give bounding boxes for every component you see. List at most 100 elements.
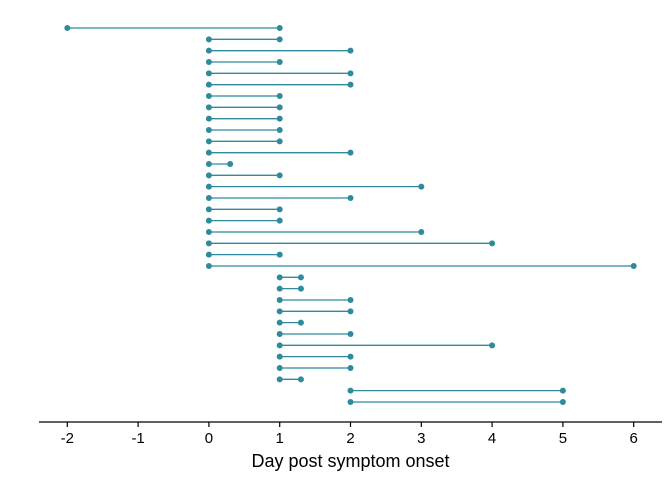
interval-row bbox=[276, 376, 304, 383]
interval-end-point bbox=[347, 353, 354, 360]
interval-start-point bbox=[276, 319, 283, 326]
interval-start-point bbox=[347, 387, 354, 394]
interval-row bbox=[64, 25, 283, 31]
interval-end-point bbox=[276, 206, 283, 213]
interval-start-point bbox=[205, 104, 212, 111]
interval-start-point bbox=[205, 115, 212, 122]
interval-start-point bbox=[205, 206, 212, 213]
interval-row bbox=[205, 58, 283, 65]
interval-end-point bbox=[347, 149, 354, 156]
interval-end-point bbox=[347, 194, 354, 201]
interval-start-point bbox=[347, 398, 354, 405]
interval-row bbox=[276, 353, 354, 360]
interval-start-point bbox=[64, 25, 71, 31]
interval-row bbox=[205, 70, 354, 77]
interval-start-point bbox=[205, 251, 212, 258]
interval-end-point bbox=[347, 330, 354, 337]
interval-end-point bbox=[418, 228, 425, 235]
interval-row bbox=[205, 81, 354, 88]
interval-start-point bbox=[276, 296, 283, 303]
interval-start-point bbox=[276, 274, 283, 281]
interval-row bbox=[276, 319, 304, 326]
interval-end-point bbox=[276, 251, 283, 258]
interval-end-point bbox=[276, 126, 283, 133]
interval-end-point bbox=[276, 115, 283, 122]
interval-row bbox=[276, 330, 354, 337]
interval-row bbox=[347, 398, 566, 405]
x-tick-label: 6 bbox=[630, 430, 638, 447]
x-tick-label: 1 bbox=[276, 430, 284, 447]
interval-end-point bbox=[276, 217, 283, 224]
x-tick-label: -2 bbox=[61, 430, 74, 447]
interval-row bbox=[205, 104, 283, 111]
interval-end-point bbox=[297, 319, 304, 326]
interval-end-point bbox=[347, 308, 354, 315]
interval-end-point bbox=[297, 285, 304, 292]
interval-row bbox=[205, 262, 637, 269]
interval-start-point bbox=[205, 126, 212, 133]
interval-end-point bbox=[276, 92, 283, 99]
interval-start-point bbox=[205, 240, 212, 247]
x-tick-label: -1 bbox=[131, 430, 144, 447]
interval-row bbox=[205, 228, 425, 235]
interval-end-point bbox=[276, 104, 283, 111]
interval-row bbox=[276, 285, 304, 292]
interval-row bbox=[205, 160, 234, 167]
interval-row bbox=[205, 240, 496, 247]
interval-end-point bbox=[347, 296, 354, 303]
interval-row bbox=[276, 364, 354, 371]
interval-start-point bbox=[276, 342, 283, 349]
interval-row bbox=[276, 296, 354, 303]
interval-start-point bbox=[205, 194, 212, 201]
interval-row bbox=[205, 115, 283, 122]
interval-start-point bbox=[205, 228, 212, 235]
interval-end-point bbox=[489, 342, 496, 349]
x-tick-label: 3 bbox=[417, 430, 425, 447]
interval-end-point bbox=[276, 25, 283, 31]
interval-row bbox=[276, 342, 496, 349]
interval-start-point bbox=[205, 217, 212, 224]
interval-end-point bbox=[276, 58, 283, 65]
interval-end-point bbox=[630, 262, 637, 269]
interval-row bbox=[205, 138, 283, 145]
interval-start-point bbox=[205, 149, 212, 156]
interval-end-point bbox=[559, 387, 566, 394]
interval-start-point bbox=[276, 285, 283, 292]
x-tick-label: 0 bbox=[205, 430, 213, 447]
interval-row bbox=[205, 172, 283, 179]
interval-end-point bbox=[347, 81, 354, 88]
interval-start-point bbox=[205, 160, 212, 167]
interval-row bbox=[205, 149, 354, 156]
interval-start-point bbox=[276, 308, 283, 315]
interval-row bbox=[205, 47, 354, 54]
interval-start-point bbox=[205, 138, 212, 145]
interval-end-point bbox=[227, 160, 234, 167]
interval-row bbox=[205, 217, 283, 224]
interval-start-point bbox=[205, 92, 212, 99]
x-tick-label: 4 bbox=[488, 430, 496, 447]
interval-start-point bbox=[276, 364, 283, 371]
interval-row bbox=[205, 126, 283, 133]
x-tick-label: 5 bbox=[559, 430, 567, 447]
interval-start-point bbox=[205, 262, 212, 269]
interval-row bbox=[276, 308, 354, 315]
interval-row bbox=[205, 92, 283, 99]
interval-start-point bbox=[205, 81, 212, 88]
interval-end-point bbox=[559, 398, 566, 405]
x-tick-label: 2 bbox=[346, 430, 354, 447]
interval-start-point bbox=[205, 58, 212, 65]
interval-end-point bbox=[489, 240, 496, 247]
interval-row bbox=[205, 206, 283, 213]
interval-start-point bbox=[205, 183, 212, 190]
plot-area bbox=[64, 25, 637, 405]
interval-end-point bbox=[297, 376, 304, 383]
interval-end-point bbox=[276, 138, 283, 145]
interval-start-point bbox=[205, 36, 212, 43]
interval-end-point bbox=[276, 36, 283, 43]
interval-end-point bbox=[297, 274, 304, 281]
interval-end-point bbox=[276, 172, 283, 179]
interval-end-point bbox=[347, 47, 354, 54]
interval-row bbox=[205, 251, 283, 258]
interval-start-point bbox=[276, 353, 283, 360]
